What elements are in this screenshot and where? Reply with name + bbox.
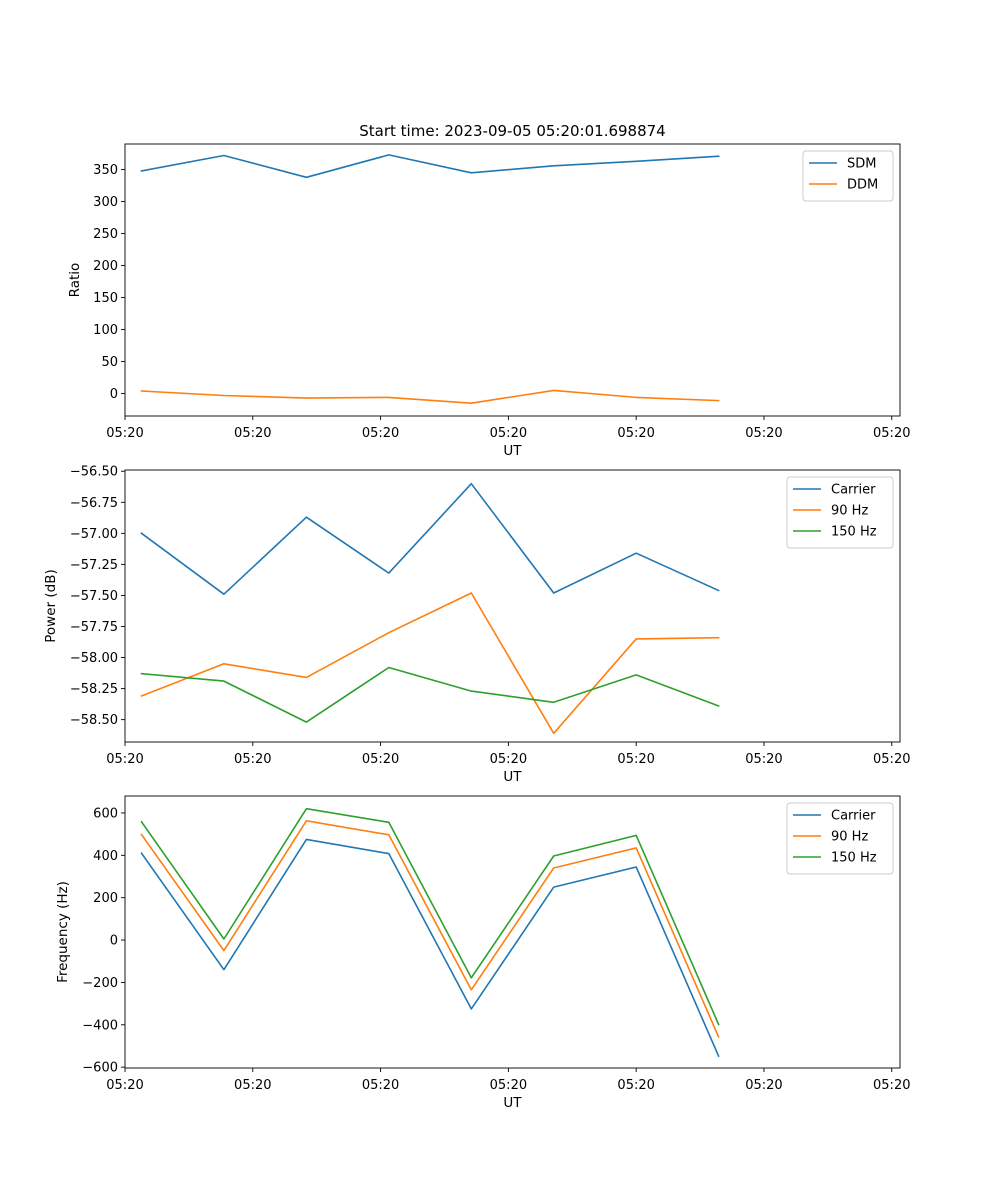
- x-tick-label: 05:20: [362, 426, 399, 441]
- x-tick-label: 05:20: [745, 752, 782, 767]
- y-tick-label: −58.00: [70, 651, 118, 666]
- y-axis-label: Ratio: [67, 263, 83, 298]
- legend-label: 90 Hz: [831, 830, 868, 845]
- y-tick-label: −600: [82, 1061, 118, 1076]
- y-tick-label: 0: [110, 387, 118, 402]
- y-tick-label: 300: [93, 195, 118, 210]
- x-axis-label: UT: [503, 443, 522, 459]
- x-tick-label: 05:20: [617, 426, 654, 441]
- legend-label: 150 Hz: [831, 851, 877, 866]
- y-tick-label: −400: [82, 1018, 118, 1033]
- x-tick-label: 05:20: [745, 426, 782, 441]
- series-line-sdm: [140, 154, 720, 179]
- x-tick-label: 05:20: [873, 426, 910, 441]
- x-tick-label: 05:20: [106, 426, 143, 441]
- x-tick-label: 05:20: [490, 426, 527, 441]
- x-tick-label: 05:20: [362, 752, 399, 767]
- x-tick-label: 05:20: [234, 752, 271, 767]
- y-tick-label: 150: [93, 291, 118, 306]
- x-axis-label: UT: [503, 1095, 522, 1111]
- y-axis-label: Power (dB): [43, 569, 59, 642]
- legend: SDM DDM: [802, 150, 894, 202]
- y-tick-label: −58.25: [70, 682, 118, 697]
- x-tick-label: 05:20: [617, 752, 654, 767]
- chart-panel-1: 0 50 100 150 200 250 300 350 05:20 05:20 05:20 05:2…: [67, 122, 910, 459]
- x-tick-label: 05:20: [617, 1078, 654, 1093]
- y-tick-label: −200: [82, 976, 118, 991]
- series-line-carrier: [140, 482, 720, 596]
- legend-label: Carrier: [831, 809, 876, 824]
- axes-frame: [124, 143, 901, 417]
- series-line-carrier: [140, 838, 720, 1058]
- x-tick-label: 05:20: [106, 752, 143, 767]
- x-tick-label: 05:20: [745, 1078, 782, 1093]
- series-line-150-hz: [140, 666, 720, 723]
- y-tick-label: 200: [93, 891, 118, 906]
- legend: Carrier 90 Hz 150 Hz: [786, 476, 894, 549]
- chart-panel-2: −58.50 −58.25 −58.00 −57.75 −57.50 −57.25 −57.…: [43, 465, 910, 785]
- chart-title: Start time: 2023-09-05 05:20:01.698874: [359, 122, 665, 140]
- y-tick-label: −57.25: [70, 558, 118, 573]
- y-tick-label: 50: [101, 355, 118, 370]
- chart-panel-3: −600 −400 −200 0 200 400 600 05:20 05:20 05:20 05:…: [55, 795, 910, 1111]
- y-tick-label: −58.50: [70, 713, 118, 728]
- x-axis-label: UT: [503, 769, 522, 785]
- x-tick-label: 05:20: [234, 1078, 271, 1093]
- legend: Carrier 90 Hz 150 Hz: [786, 802, 894, 875]
- x-tick-label: 05:20: [873, 752, 910, 767]
- x-tick-label: 05:20: [873, 1078, 910, 1093]
- legend-label: SDM: [847, 157, 876, 172]
- legend-label: DDM: [847, 178, 878, 193]
- series-line-ddm: [140, 389, 720, 405]
- y-tick-label: 350: [93, 163, 118, 178]
- x-tick-label: 05:20: [490, 752, 527, 767]
- axes-frame: [124, 469, 901, 743]
- y-tick-label: −56.75: [70, 496, 118, 511]
- legend-label: 90 Hz: [831, 504, 868, 519]
- y-tick-label: 400: [93, 849, 118, 864]
- y-tick-label: −57.00: [70, 527, 118, 542]
- series-line-150-hz: [140, 807, 720, 1026]
- y-tick-label: −57.75: [70, 620, 118, 635]
- x-tick-label: 05:20: [490, 1078, 527, 1093]
- legend-label: 150 Hz: [831, 525, 877, 540]
- y-tick-label: −57.50: [70, 589, 118, 604]
- y-tick-label: 100: [93, 323, 118, 338]
- y-tick-label: 200: [93, 259, 118, 274]
- series-line-90-hz: [140, 819, 720, 1038]
- legend-label: Carrier: [831, 483, 876, 498]
- axes-frame: [124, 795, 901, 1069]
- y-tick-label: 0: [110, 934, 118, 949]
- series-line-90-hz: [140, 592, 720, 735]
- x-tick-label: 05:20: [234, 426, 271, 441]
- y-tick-label: 250: [93, 227, 118, 242]
- y-tick-label: −56.50: [70, 465, 118, 480]
- x-tick-label: 05:20: [362, 1078, 399, 1093]
- x-tick-label: 05:20: [106, 1078, 143, 1093]
- y-axis-label: Frequency (Hz): [55, 881, 71, 983]
- y-tick-label: 600: [93, 806, 118, 821]
